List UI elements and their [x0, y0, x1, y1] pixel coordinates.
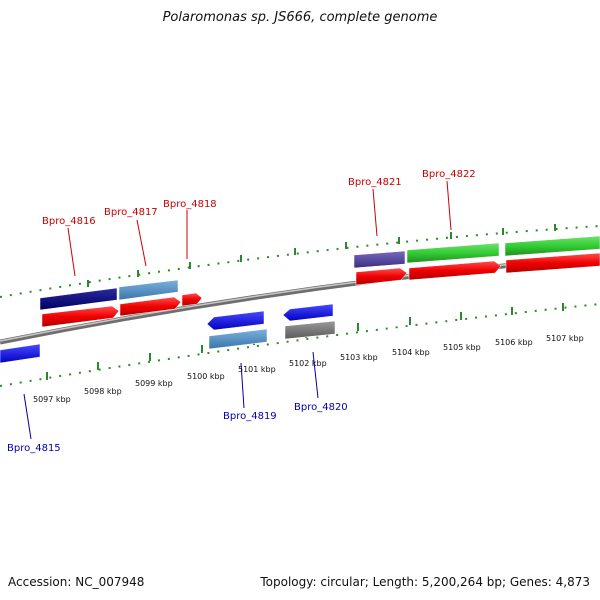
- gene-green-feature[interactable]: [504, 235, 600, 257]
- accession-label: Accession: NC_007948: [8, 575, 145, 589]
- outer-tick-ring: [0, 225, 600, 298]
- gene-bpro-4820-feature[interactable]: [284, 320, 336, 340]
- gene-red-arrow[interactable]: [41, 305, 120, 328]
- gene-bpro-4815-feature[interactable]: [0, 343, 41, 364]
- kbp-labels: 5097 kbp 5098 kbp 5099 kbp 5100 kbp 5101…: [33, 334, 584, 404]
- kbp-label: 5097 kbp: [33, 395, 71, 404]
- kbp-label: 5103 kbp: [340, 353, 378, 362]
- gene-bpro-4817-feature[interactable]: [118, 279, 179, 301]
- gene-label-bpro-4815: Bpro_4815: [7, 443, 61, 454]
- gene-red-arrow[interactable]: [181, 292, 203, 307]
- gene-label-bpro-4818: Bpro_4818: [163, 199, 217, 210]
- gene-bpro-4820-blue-arrow[interactable]: [282, 303, 334, 322]
- kbp-label: 5107 kbp: [546, 334, 584, 343]
- kbp-label: 5105 kbp: [443, 343, 481, 352]
- map-title: Polaromonas sp. JS666, complete genome: [162, 10, 438, 25]
- gene-red-arrow[interactable]: [408, 260, 502, 281]
- gene-label-bpro-4821: Bpro_4821: [348, 177, 402, 188]
- inner-tick-ring: [0, 303, 600, 387]
- label-leaders: [23, 180, 452, 440]
- kbp-label: 5099 kbp: [135, 379, 173, 388]
- gene-red-arrow[interactable]: [505, 252, 600, 274]
- gene-bpro-4816-feature[interactable]: [39, 287, 118, 311]
- gene-label-bpro-4817: Bpro_4817: [104, 207, 158, 218]
- kbp-label: 5101 kbp: [238, 365, 276, 374]
- gene-red-arrow[interactable]: [119, 296, 182, 317]
- gene-label-bpro-4822: Bpro_4822: [422, 169, 476, 180]
- outer-major-ticks: [87, 224, 556, 287]
- kbp-label: 5100 kbp: [187, 372, 225, 381]
- gene-labels: Bpro_4815 Bpro_4816 Bpro_4817 Bpro_4818 …: [7, 169, 476, 454]
- gene-bpro-4819-feature[interactable]: [208, 328, 268, 350]
- gene-label-bpro-4820: Bpro_4820: [294, 402, 348, 413]
- gene-label-bpro-4819: Bpro_4819: [223, 411, 277, 422]
- forward-genes: [39, 235, 600, 328]
- gene-label-bpro-4816: Bpro_4816: [42, 216, 96, 227]
- kbp-label: 5106 kbp: [495, 338, 533, 347]
- gene-bpro-4822-feature[interactable]: [406, 242, 500, 264]
- gene-red-arrow[interactable]: [355, 267, 408, 286]
- kbp-label: 5104 kbp: [392, 348, 430, 357]
- gene-bpro-4819-blue-arrow[interactable]: [206, 310, 265, 331]
- kbp-label: 5098 kbp: [84, 387, 122, 396]
- kbp-label: 5102 kbp: [289, 359, 327, 368]
- genome-summary: Topology: circular; Length: 5,200,264 bp…: [260, 575, 590, 589]
- reverse-genes: [0, 303, 336, 364]
- gene-bpro-4821-feature[interactable]: [353, 250, 406, 269]
